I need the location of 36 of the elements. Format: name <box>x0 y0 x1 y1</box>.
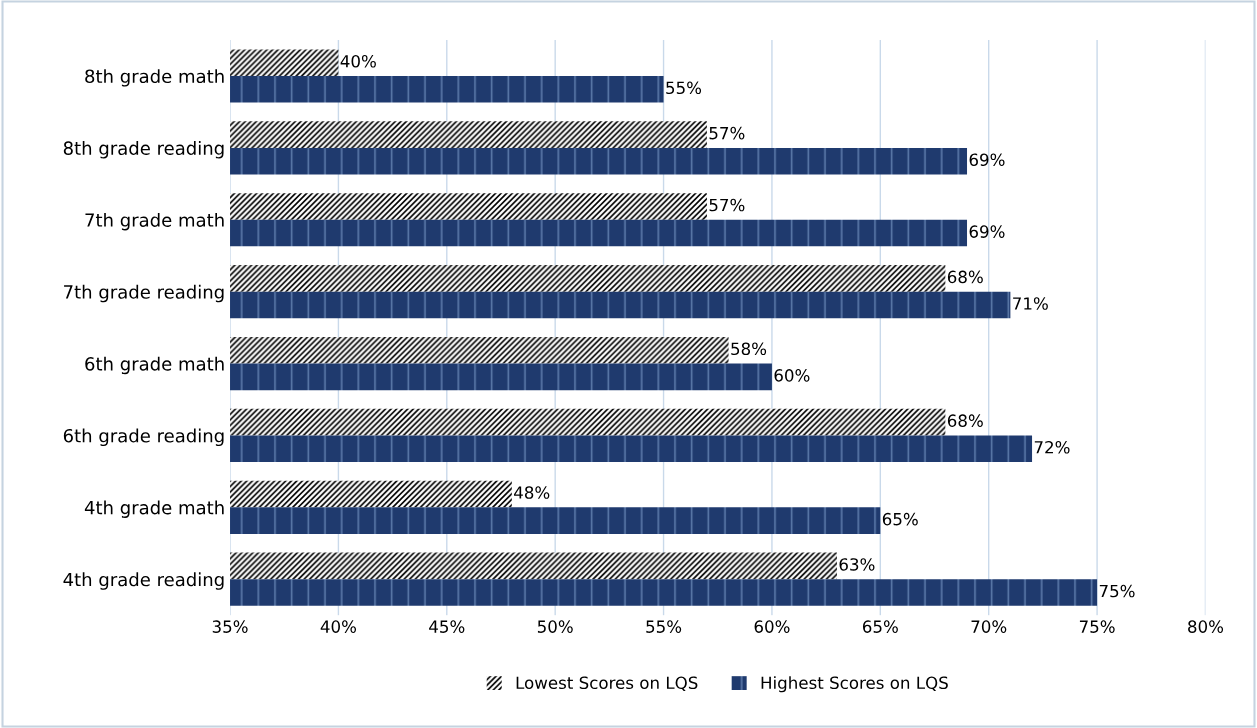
y-tick-label: 8th grade math <box>85 69 224 87</box>
x-tick-label: 80% <box>1188 620 1224 633</box>
data-label: 68% <box>947 414 983 427</box>
y-tick-label: 6th grade math <box>85 356 224 375</box>
y-tick-label: 4th grade reading <box>63 572 224 590</box>
y-tick-label: 7th grade reading <box>64 284 224 303</box>
x-tick-label: 70% <box>971 620 1007 633</box>
data-label: 40% <box>340 54 376 68</box>
data-label: 58% <box>731 342 767 356</box>
y-tick-label: 7th grade math <box>85 212 224 231</box>
data-label: 60% <box>774 369 810 382</box>
data-label: 65% <box>882 512 918 526</box>
legend-label: Highest Scores on LQS <box>761 676 948 693</box>
data-label: 55% <box>666 81 702 95</box>
y-tick-label: 4th grade math <box>84 500 224 518</box>
x-tick-label: 45% <box>429 620 465 633</box>
y-tick-label: 8th grade reading <box>63 141 224 159</box>
data-label: 48% <box>514 486 550 499</box>
y-tick-label: 6th grade reading <box>63 428 224 447</box>
data-label: 68% <box>947 270 983 284</box>
x-tick-label: 75% <box>1079 620 1115 633</box>
legend-label: Lowest Scores on LQS <box>516 676 698 691</box>
x-tick-label: 60% <box>754 620 790 633</box>
x-tick-label: 65% <box>862 620 898 633</box>
data-label: 71% <box>1013 297 1048 310</box>
x-tick-label: 35% <box>212 620 248 633</box>
data-label: 75% <box>1099 584 1135 598</box>
data-label: 69% <box>969 225 1005 238</box>
data-label: 69% <box>969 153 1005 167</box>
data-label: 63% <box>839 558 875 571</box>
data-label: 57% <box>709 126 745 140</box>
x-tick-label: 50% <box>537 620 573 633</box>
x-tick-label: 40% <box>320 620 357 633</box>
data-label: 72% <box>1034 440 1070 454</box>
x-tick-label: 55% <box>646 620 682 633</box>
data-label: 57% <box>709 198 745 212</box>
